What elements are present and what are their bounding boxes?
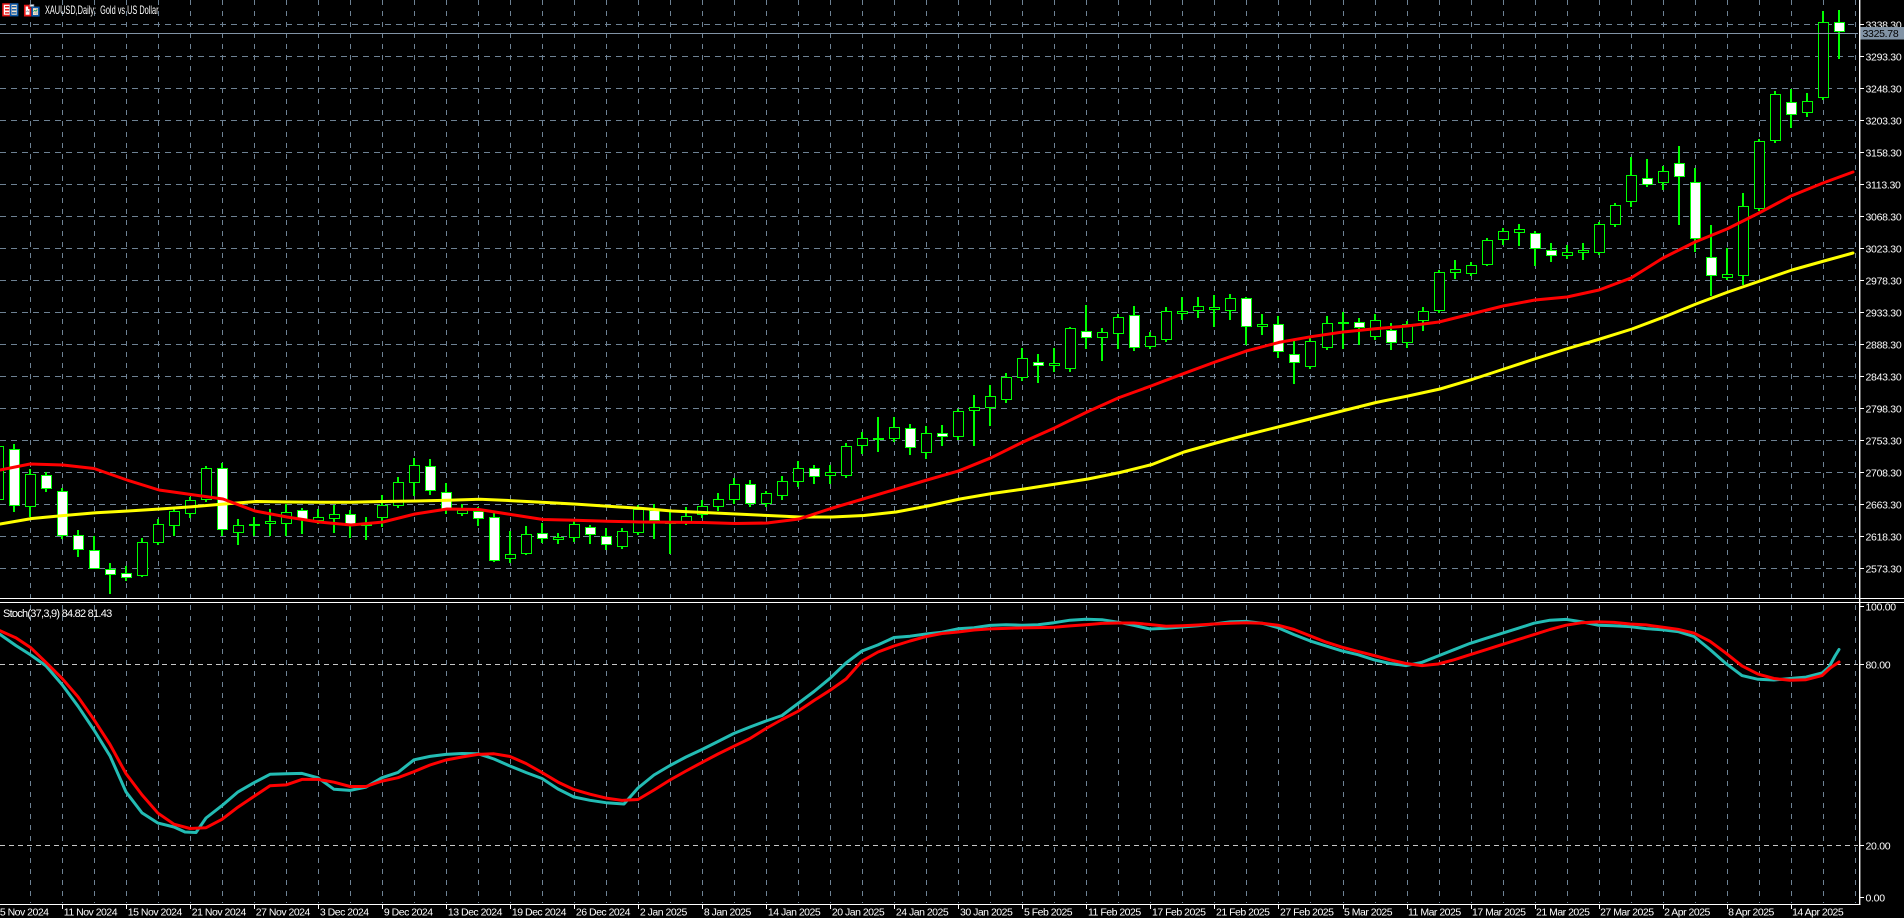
svg-text:3 Dec 2024: 3 Dec 2024 [320, 907, 369, 918]
svg-text:3023.30: 3023.30 [1866, 243, 1902, 255]
svg-text:3203.30: 3203.30 [1866, 115, 1902, 127]
svg-text:2978.30: 2978.30 [1866, 275, 1902, 287]
svg-text:2888.30: 2888.30 [1866, 339, 1902, 351]
svg-text:3248.30: 3248.30 [1866, 83, 1902, 95]
svg-text:17 Feb 2025: 17 Feb 2025 [1152, 907, 1206, 918]
svg-text:27 Feb 2025: 27 Feb 2025 [1280, 907, 1334, 918]
svg-text:26 Dec 2024: 26 Dec 2024 [576, 907, 631, 918]
svg-text:15 Nov 2024: 15 Nov 2024 [128, 907, 183, 918]
svg-text:2 Jan 2025: 2 Jan 2025 [640, 907, 688, 918]
svg-text:XAUUSD,Daily: Gold vs US Doll: XAUUSD,Daily: Gold vs US Dollar [45, 4, 159, 17]
svg-text:3113.30: 3113.30 [1866, 179, 1902, 191]
svg-text:13 Dec 2024: 13 Dec 2024 [448, 907, 503, 918]
svg-text:80.00: 80.00 [1866, 659, 1891, 671]
svg-text:Stoch(37,3,9) 84.82 81.43: Stoch(37,3,9) 84.82 81.43 [3, 608, 112, 620]
svg-text:2708.30: 2708.30 [1866, 467, 1902, 479]
svg-text:30 Jan 2025: 30 Jan 2025 [960, 907, 1013, 918]
svg-text:21 Feb 2025: 21 Feb 2025 [1216, 907, 1270, 918]
svg-text:3325.78: 3325.78 [1863, 28, 1899, 40]
svg-text:20 Jan 2025: 20 Jan 2025 [832, 907, 885, 918]
svg-text:2573.30: 2573.30 [1866, 563, 1902, 575]
svg-text:100.00: 100.00 [1866, 601, 1897, 613]
svg-text:3293.30: 3293.30 [1866, 51, 1902, 63]
svg-text:2663.30: 2663.30 [1866, 499, 1902, 511]
svg-text:19 Dec 2024: 19 Dec 2024 [512, 907, 567, 918]
svg-text:8 Apr 2025: 8 Apr 2025 [1728, 907, 1774, 918]
svg-text:5 Mar 2025: 5 Mar 2025 [1344, 907, 1393, 918]
svg-text:2 Apr 2025: 2 Apr 2025 [1664, 907, 1710, 918]
svg-text:2618.30: 2618.30 [1866, 531, 1902, 543]
svg-text:11 Nov 2024: 11 Nov 2024 [64, 907, 118, 918]
svg-text:14 Jan 2025: 14 Jan 2025 [768, 907, 821, 918]
svg-text:3158.30: 3158.30 [1866, 147, 1902, 159]
svg-text:2753.30: 2753.30 [1866, 435, 1902, 447]
svg-text:24 Jan 2025: 24 Jan 2025 [896, 907, 949, 918]
svg-text:2843.30: 2843.30 [1866, 371, 1902, 383]
svg-text:27 Nov 2024: 27 Nov 2024 [256, 907, 311, 918]
svg-text:5 Nov 2024: 5 Nov 2024 [0, 907, 49, 918]
svg-text:0.00: 0.00 [1866, 892, 1886, 904]
svg-text:3068.30: 3068.30 [1866, 211, 1902, 223]
svg-text:21 Nov 2024: 21 Nov 2024 [192, 907, 247, 918]
svg-text:9 Dec 2024: 9 Dec 2024 [384, 907, 433, 918]
svg-text:20.00: 20.00 [1866, 840, 1891, 852]
svg-text:11 Mar 2025: 11 Mar 2025 [1408, 907, 1461, 918]
svg-text:27 Mar 2025: 27 Mar 2025 [1600, 907, 1654, 918]
svg-text:2933.30: 2933.30 [1866, 307, 1902, 319]
svg-text:14 Apr 2025: 14 Apr 2025 [1792, 907, 1844, 918]
svg-text:5 Feb 2025: 5 Feb 2025 [1024, 907, 1073, 918]
svg-text:8 Jan 2025: 8 Jan 2025 [704, 907, 752, 918]
svg-text:17 Mar 2025: 17 Mar 2025 [1472, 907, 1526, 918]
svg-text:2798.30: 2798.30 [1866, 403, 1902, 415]
svg-text:21 Mar 2025: 21 Mar 2025 [1536, 907, 1590, 918]
svg-text:11 Feb 2025: 11 Feb 2025 [1088, 907, 1141, 918]
